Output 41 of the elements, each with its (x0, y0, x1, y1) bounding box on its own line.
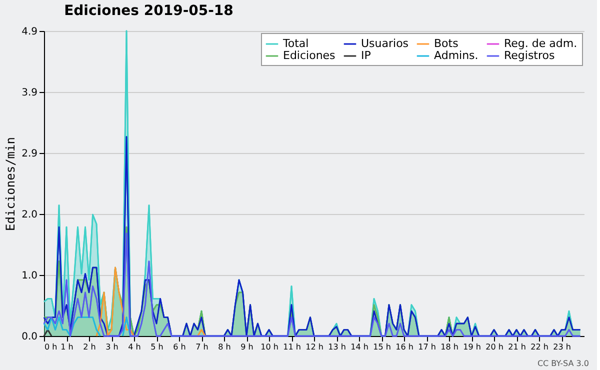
x-tick-label: 10 h (260, 342, 278, 352)
x-tick-label: 9 h (240, 342, 254, 352)
x-tick-label: 15 h (373, 342, 391, 352)
x-tick-label: 2 h (83, 342, 96, 352)
text: CC BY-SA 3.0 (537, 359, 589, 368)
x-tick-label: 19 h (463, 342, 481, 352)
x-tick-label: 3 h (106, 342, 118, 352)
y-tick-label: 2.9 (22, 148, 38, 160)
x-tick-label: 20 h (486, 342, 504, 352)
x-tick-label: 12 h (306, 342, 324, 352)
x-tick-label: 17 h (418, 342, 436, 352)
legend-label: Registros (504, 49, 556, 62)
chart-title: Ediciones 2019-05-18 (64, 3, 234, 19)
x-tick-label: 1 h (60, 342, 74, 352)
legend-label: Admins. (434, 49, 478, 62)
legend-label: Bots (434, 37, 459, 50)
x-tick-label: 11 h (283, 342, 301, 352)
x-tick-label: 13 h (328, 342, 346, 352)
x-tick-label: 7 h (196, 342, 208, 352)
y-tick-label: 3.9 (22, 88, 38, 98)
x-tick-label: 22 h (530, 342, 548, 352)
y-tick-label: 1.0 (22, 270, 38, 282)
y-tick-label: 2.0 (22, 210, 38, 220)
x-tick-label: 14 h (350, 342, 368, 352)
x-tick-label: 0 h (44, 342, 58, 352)
x-tick-label: 6 h (173, 342, 186, 352)
x-tick-label: 8 h (218, 342, 231, 352)
legend-label: Total (282, 37, 309, 50)
x-tick-label: 23 h (553, 342, 571, 352)
y-tick-label: 0.0 (22, 332, 38, 342)
y-tick-label: 4.9 (22, 26, 38, 38)
x-tick-label: 18 h (440, 342, 458, 352)
legend-label: Ediciones (283, 49, 336, 62)
legend-label: Usuarios (361, 37, 409, 50)
x-tick-label: 21 h (508, 342, 526, 352)
x-tick-label: 5 h (150, 342, 164, 352)
legend-label: Reg. de adm. (504, 37, 578, 50)
x-tick-label: 4 h (128, 342, 141, 352)
legend-label: IP (361, 49, 372, 62)
y-axis-title: Ediciones/min (4, 137, 18, 231)
x-tick-label: 16 h (396, 342, 414, 352)
